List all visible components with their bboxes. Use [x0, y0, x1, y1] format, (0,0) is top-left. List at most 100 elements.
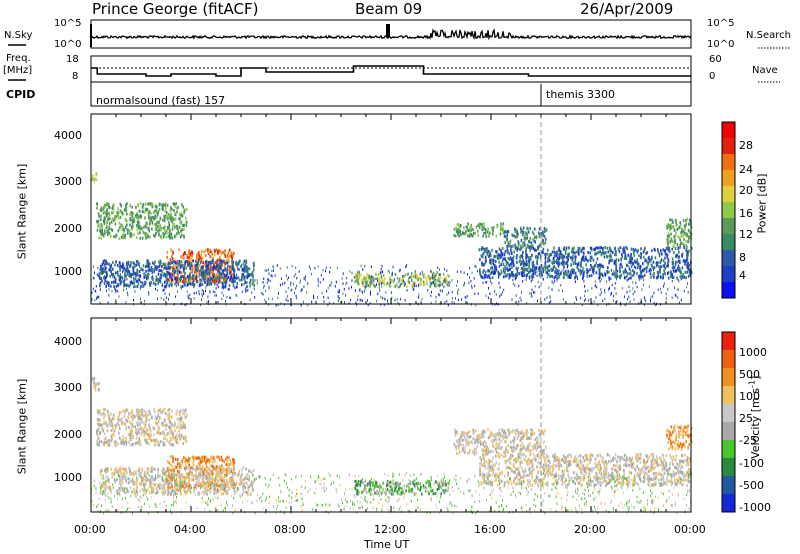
power-echo-cell: [477, 233, 479, 237]
power-echo-cell: [239, 278, 241, 282]
power-echo-cell: [506, 237, 508, 241]
power-echo-cell: [638, 265, 641, 269]
power-echo-cell: [158, 269, 160, 273]
power-echo-cell: [483, 263, 486, 267]
power-echo-cell: [675, 254, 678, 257]
power-echo-cell: [244, 262, 247, 266]
power-echo-cell: [369, 284, 371, 288]
power-echo-cell: [642, 250, 645, 254]
velocity-echo-cell: [106, 422, 108, 426]
velocity-echo-cell: [144, 430, 147, 434]
power-colorbar-segment: [722, 186, 735, 203]
power-echo-cell: [555, 260, 558, 264]
power-echo-cell: [102, 211, 105, 215]
power-echo-cell: [499, 232, 502, 236]
velocity-echo-cell: [197, 480, 200, 484]
power-echo-cell: [208, 272, 211, 275]
power-echo-cell: [200, 273, 203, 277]
power-echo-cell: [327, 303, 329, 307]
velocity-echo-cell: [216, 488, 219, 492]
velocity-echo-cell: [220, 455, 223, 459]
power-echo-cell: [683, 289, 685, 293]
power-echo-cell: [213, 279, 215, 283]
power-echo-cell: [154, 208, 157, 212]
velocity-echo-cell: [130, 411, 132, 415]
velocity-echo-cell: [140, 471, 143, 475]
power-echo-cell: [608, 288, 610, 291]
power-echo-cell: [499, 295, 501, 298]
power-echo-cell: [139, 231, 141, 235]
power-echo-cell: [467, 234, 469, 238]
power-echo-cell: [345, 282, 347, 286]
power-echo-cell: [225, 273, 228, 277]
power-echo-cell: [115, 284, 118, 288]
power-echo-cell: [602, 248, 604, 252]
velocity-echo-cell: [105, 440, 108, 444]
power-echo-cell: [668, 234, 671, 238]
power-echo-cell: [99, 281, 102, 285]
velocity-echo-cell: [171, 478, 173, 482]
power-echo-cell: [660, 287, 662, 291]
power-echo-cell: [599, 279, 601, 283]
power-echo-cell: [588, 274, 591, 278]
power-echo-cell: [148, 214, 150, 218]
power-echo-cell: [216, 283, 218, 287]
power-echo-cell: [519, 226, 522, 230]
power-echo-cell: [176, 269, 179, 273]
power-echo-cell: [226, 271, 228, 274]
power-echo-cell: [521, 256, 524, 260]
power-echo-cell: [623, 247, 625, 251]
power-echo-cell: [679, 221, 681, 225]
power-echo-cell: [522, 280, 524, 283]
sky-noise-trace: [90, 27, 692, 41]
power-echo-cell: [129, 264, 132, 267]
power-echo-cell: [475, 225, 478, 229]
velocity-echo-cell: [217, 470, 220, 474]
power-echo-cell: [114, 217, 117, 221]
power-echo-cell: [645, 258, 647, 262]
power-echo-cell: [391, 296, 393, 300]
power-echo-cell: [490, 262, 492, 265]
power-echo-cell: [114, 280, 117, 284]
power-echo-cell: [167, 261, 170, 265]
power-echo-cell: [529, 277, 531, 280]
velocity-echo-cell: [115, 440, 117, 444]
power-echo-cell: [116, 211, 119, 215]
power-echo-cell: [400, 282, 402, 286]
power-echo-cell: [513, 274, 516, 278]
power-echo-cell: [112, 267, 114, 271]
velocity-echo-cell: [181, 461, 183, 465]
power-echo-cell: [124, 271, 126, 275]
power-echo-cell: [366, 285, 368, 288]
velocity-echo-cell: [98, 440, 101, 444]
power-echo-cell: [641, 269, 643, 273]
power-echo-cell: [158, 264, 161, 268]
power-echo-cell: [389, 276, 391, 280]
velocity-echo-cell: [100, 473, 102, 476]
velocity-echo-cell: [167, 468, 170, 472]
velocity-echo-cell: [180, 426, 182, 430]
power-echo-cell: [667, 257, 670, 261]
power-echo-cell: [141, 205, 144, 209]
power-echo-cell: [126, 291, 128, 294]
power-echo-cell: [163, 272, 165, 276]
velocity-echo-cell: [134, 425, 137, 429]
power-echo-cell: [189, 278, 191, 282]
power-echo-cell: [137, 282, 140, 286]
velocity-echo-cell: [117, 418, 120, 422]
power-echo-cell: [532, 265, 535, 269]
power-echo-cell: [91, 291, 93, 294]
velocity-echo-cell: [195, 476, 197, 480]
power-echo-cell: [474, 292, 476, 296]
power-echo-cell: [135, 285, 137, 288]
power-echo-cell: [677, 264, 680, 268]
power-echo-cell: [329, 284, 331, 287]
velocity-echo-cell: [120, 419, 123, 422]
power-echo-cell: [263, 277, 265, 280]
power-echo-cell: [180, 221, 183, 225]
velocity-echo-cell: [97, 437, 99, 441]
power-echo-cell: [586, 274, 589, 278]
velocity-echo-cell: [179, 416, 182, 420]
velocity-echo-cell: [133, 473, 135, 477]
velocity-echo-cell: [143, 487, 146, 491]
